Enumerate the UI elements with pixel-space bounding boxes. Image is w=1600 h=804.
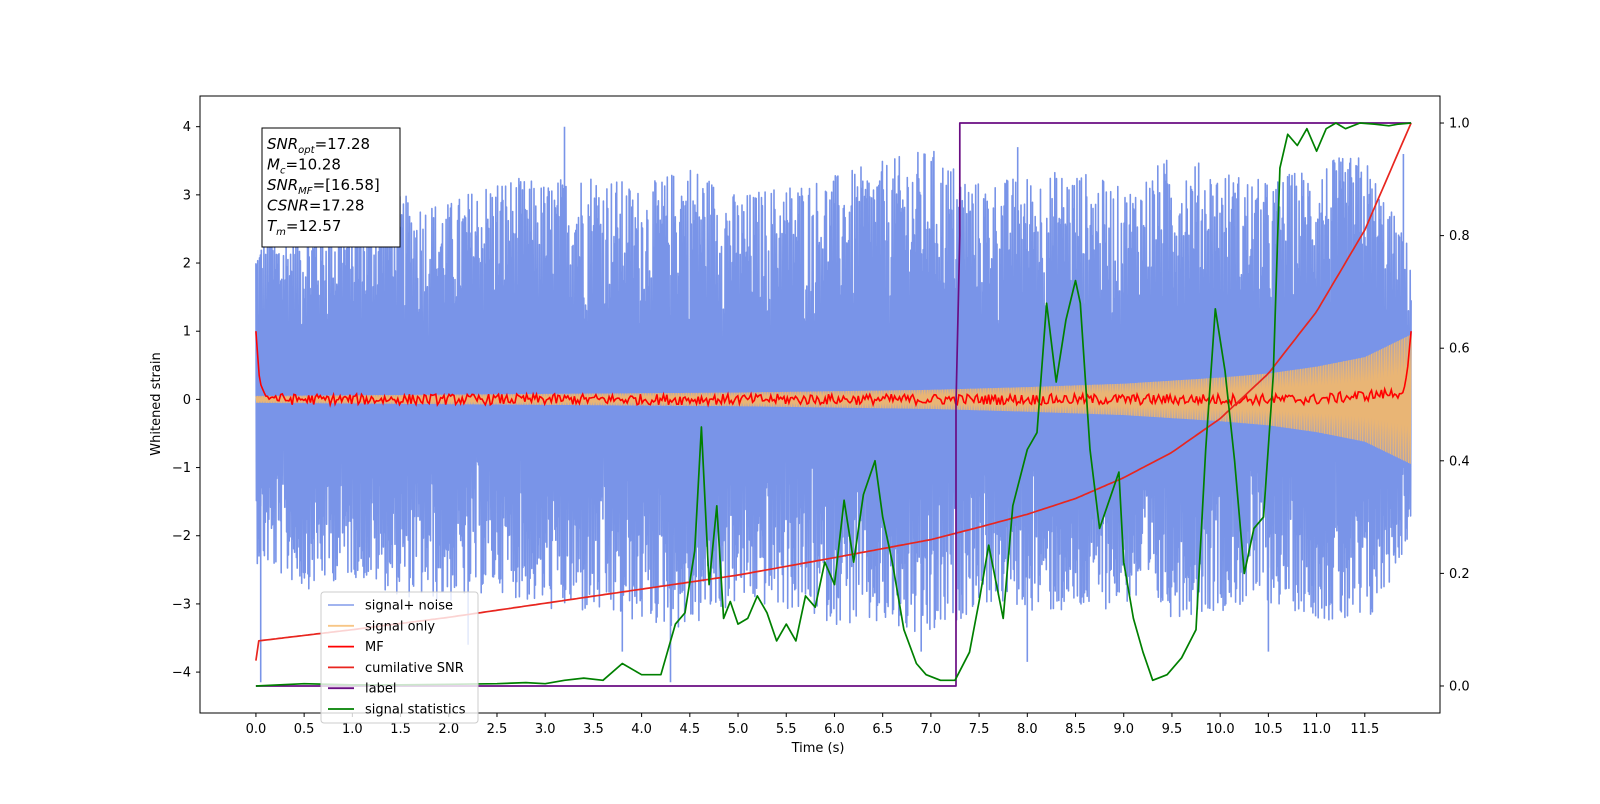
y-tick-label-right: 0.6 [1449,342,1470,357]
x-tick-label: 1.0 [342,722,363,737]
y-tick-label-left: −3 [172,597,191,612]
x-tick-label: 10.5 [1254,722,1283,737]
y-axis-label: Whitened strain [149,352,164,455]
y-tick-label-left: 2 [183,257,191,272]
y-tick-label-left: 4 [183,120,191,135]
legend-entry: label [365,682,396,697]
annotation-frame [261,127,401,248]
annotation-box: SNRopt=17.28Mc=10.28SNRMF=[16.58]CSNR=17… [261,127,401,248]
y-tick-label-right: 0.8 [1449,229,1470,244]
y-tick-label-left: −2 [172,529,191,544]
legend-entry: signal only [365,619,435,634]
y-tick-label-left: 3 [183,188,191,203]
legend-entry: signal+ noise [365,599,453,614]
x-tick-label: 8.0 [1017,722,1038,737]
x-tick-label: 6.5 [872,722,893,737]
y-tick-label-right: 0.2 [1449,567,1470,582]
x-tick-label: 7.5 [969,722,990,737]
y-tick-label-left: 0 [183,393,191,408]
annotation-line: Tm=12.57 [267,217,341,238]
x-tick-label: 8.5 [1065,722,1086,737]
x-tick-label: 11.5 [1350,722,1379,737]
x-tick-label: 9.5 [1162,722,1183,737]
series-signal-only [255,334,1412,464]
x-tick-label: 3.0 [535,722,556,737]
legend-entry: cumilative SNR [365,661,464,676]
legend-entry: signal statistics [365,703,466,718]
y-tick-label-right: 0.0 [1449,679,1470,694]
x-tick-label: 2.5 [487,722,508,737]
annotation-line: Mc=10.28 [267,156,341,177]
y-axis-left: −4 −3 −2 −1 0 1 2 3 4 [172,120,200,681]
x-axis: 0.0 0.5 1.0 1.5 2.0 2.5 3.0 3.5 4.0 4.5 5.0 5.5 6.0 6… [246,713,1379,737]
x-tick-label: 0.5 [294,722,315,737]
x-tick-label: 10.0 [1206,722,1235,737]
legend: signal+ noise signal only MF cumilative SNR… [320,591,479,724]
x-axis-label: Time (s) [791,741,845,756]
x-tick-label: 4.0 [631,722,652,737]
series-layer [255,122,1412,687]
y-tick-label-right: 1.0 [1449,117,1470,132]
x-tick-label: 11.0 [1302,722,1331,737]
x-tick-label: 1.5 [390,722,411,737]
x-tick-label: 6.0 [824,722,845,737]
x-tick-label: 2.0 [438,722,459,737]
y-tick-label-left: −4 [172,666,191,681]
legend-entry: MF [365,640,384,655]
y-tick-label-right: 0.4 [1449,454,1470,469]
series-mf [255,331,1412,408]
plot-frame [199,95,1441,714]
series-label [255,122,1412,687]
y-axis-right: 0.0 0.2 0.4 0.6 0.8 1.0 [1440,117,1470,694]
annotation-line: SNRopt=17.28 [267,135,370,156]
series-signal-statistics [255,122,1412,687]
x-tick-label: 5.5 [776,722,797,737]
x-tick-label: 9.0 [1113,722,1134,737]
series-signal-noise [255,126,1412,683]
x-tick-label: 0.0 [246,722,267,737]
annotation-line: SNRMF=[16.58] [267,176,380,197]
annotation-line: CSNR=17.28 [267,197,364,215]
x-tick-label: 3.5 [583,722,604,737]
y-tick-label-left: −1 [172,461,191,476]
x-tick-label: 4.5 [679,722,700,737]
x-tick-label: 7.0 [921,722,942,737]
legend-frame [320,591,479,724]
x-tick-label: 5.0 [728,722,749,737]
y-tick-label-left: 1 [183,325,191,340]
